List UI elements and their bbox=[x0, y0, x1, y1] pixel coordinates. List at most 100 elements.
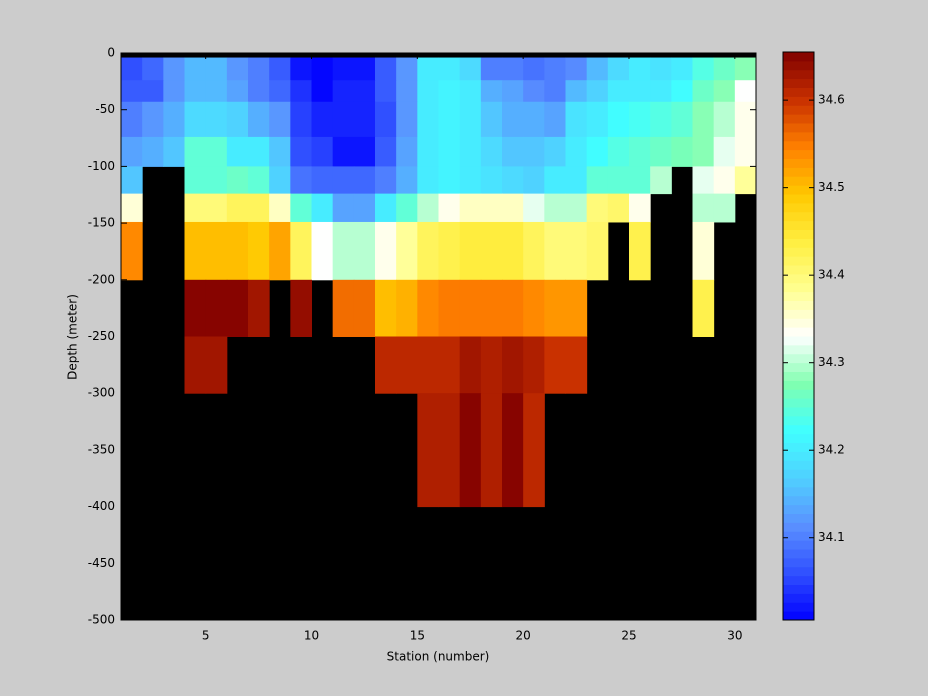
cell bbox=[734, 80, 757, 103]
cell bbox=[396, 166, 418, 195]
cell bbox=[692, 80, 715, 103]
cell bbox=[586, 80, 609, 103]
cell bbox=[502, 101, 524, 138]
cell bbox=[650, 101, 672, 138]
cell bbox=[396, 279, 418, 337]
cell bbox=[544, 221, 566, 281]
cell bbox=[502, 80, 524, 103]
cell bbox=[713, 136, 736, 167]
cell bbox=[269, 136, 291, 167]
cell bbox=[184, 166, 207, 195]
cell bbox=[121, 136, 143, 167]
cell bbox=[544, 336, 566, 394]
cell bbox=[248, 57, 270, 81]
cell bbox=[502, 193, 524, 223]
colorbar-segment bbox=[783, 220, 814, 230]
colorbar-segment bbox=[783, 522, 814, 532]
colorbar-tick-label: 34.2 bbox=[818, 443, 845, 457]
colorbar-segment bbox=[783, 557, 814, 568]
cell bbox=[184, 221, 207, 281]
cell bbox=[248, 166, 270, 195]
cell bbox=[311, 57, 334, 81]
y-tick-label: -150 bbox=[88, 216, 115, 230]
cell bbox=[184, 193, 207, 223]
cell bbox=[438, 336, 461, 394]
cell bbox=[311, 136, 334, 167]
cell bbox=[502, 57, 524, 81]
cell bbox=[417, 279, 439, 337]
y-tick-label: -500 bbox=[88, 613, 115, 627]
y-axis-label: Depth (meter) bbox=[66, 294, 80, 380]
cell bbox=[163, 101, 185, 138]
cell bbox=[290, 57, 312, 81]
cell bbox=[142, 101, 164, 138]
colorbar-segment bbox=[783, 167, 814, 177]
cell bbox=[163, 57, 185, 81]
y-tick-label: -300 bbox=[88, 386, 115, 400]
colorbar-segment bbox=[783, 407, 814, 417]
cell bbox=[523, 101, 545, 138]
colorbar-segment bbox=[783, 60, 814, 71]
cell bbox=[417, 101, 439, 138]
cell bbox=[226, 57, 249, 81]
colorbar-segment bbox=[783, 602, 814, 612]
cell bbox=[332, 57, 355, 81]
cell bbox=[332, 80, 355, 103]
cell bbox=[396, 193, 418, 223]
colorbar-segment bbox=[783, 140, 814, 151]
cell bbox=[311, 80, 334, 103]
colorbar-segment bbox=[783, 176, 814, 186]
cell bbox=[544, 166, 566, 195]
cell bbox=[226, 101, 249, 138]
colorbar-segment bbox=[783, 211, 814, 222]
cell bbox=[290, 166, 312, 195]
cell bbox=[629, 136, 651, 167]
cell bbox=[480, 221, 503, 281]
colorbar-segment bbox=[783, 327, 814, 337]
cell bbox=[353, 101, 376, 138]
cell bbox=[523, 136, 545, 167]
colorbar-segment bbox=[783, 238, 814, 248]
cell bbox=[565, 193, 588, 223]
cell bbox=[438, 57, 461, 81]
cell bbox=[311, 166, 334, 195]
colorbar-segment bbox=[783, 344, 814, 355]
cell bbox=[375, 279, 397, 337]
cell bbox=[417, 166, 439, 195]
x-tick-label: 25 bbox=[621, 629, 636, 643]
cell bbox=[290, 279, 312, 337]
cell bbox=[184, 57, 207, 81]
cell bbox=[459, 57, 482, 81]
colorbar-segment bbox=[783, 362, 814, 372]
cell bbox=[205, 193, 228, 223]
cell bbox=[480, 80, 503, 103]
cell bbox=[544, 57, 566, 81]
y-tick-label: 0 bbox=[107, 46, 115, 60]
cell bbox=[565, 101, 588, 138]
colorbar-segment bbox=[783, 460, 814, 470]
cell bbox=[523, 336, 545, 394]
cell bbox=[565, 136, 588, 167]
cell bbox=[480, 136, 503, 167]
colorbar-segment bbox=[783, 584, 814, 594]
cell bbox=[142, 80, 164, 103]
cell bbox=[353, 166, 376, 195]
colorbar-segment bbox=[783, 575, 814, 585]
colorbar-segment bbox=[783, 52, 814, 62]
colorbar-segment bbox=[783, 229, 814, 239]
cell bbox=[226, 136, 249, 167]
cell bbox=[311, 101, 334, 138]
cell bbox=[713, 166, 736, 195]
colorbar-segment bbox=[783, 273, 814, 284]
cell bbox=[438, 80, 461, 103]
cell bbox=[248, 101, 270, 138]
cell bbox=[459, 279, 482, 337]
cell bbox=[375, 80, 397, 103]
cell bbox=[607, 193, 630, 223]
colorbar-segment bbox=[783, 318, 814, 328]
colorbar-segment bbox=[783, 194, 814, 204]
cell bbox=[332, 166, 355, 195]
cell bbox=[734, 136, 757, 167]
cell bbox=[396, 101, 418, 138]
colorbar-segment bbox=[783, 504, 814, 514]
